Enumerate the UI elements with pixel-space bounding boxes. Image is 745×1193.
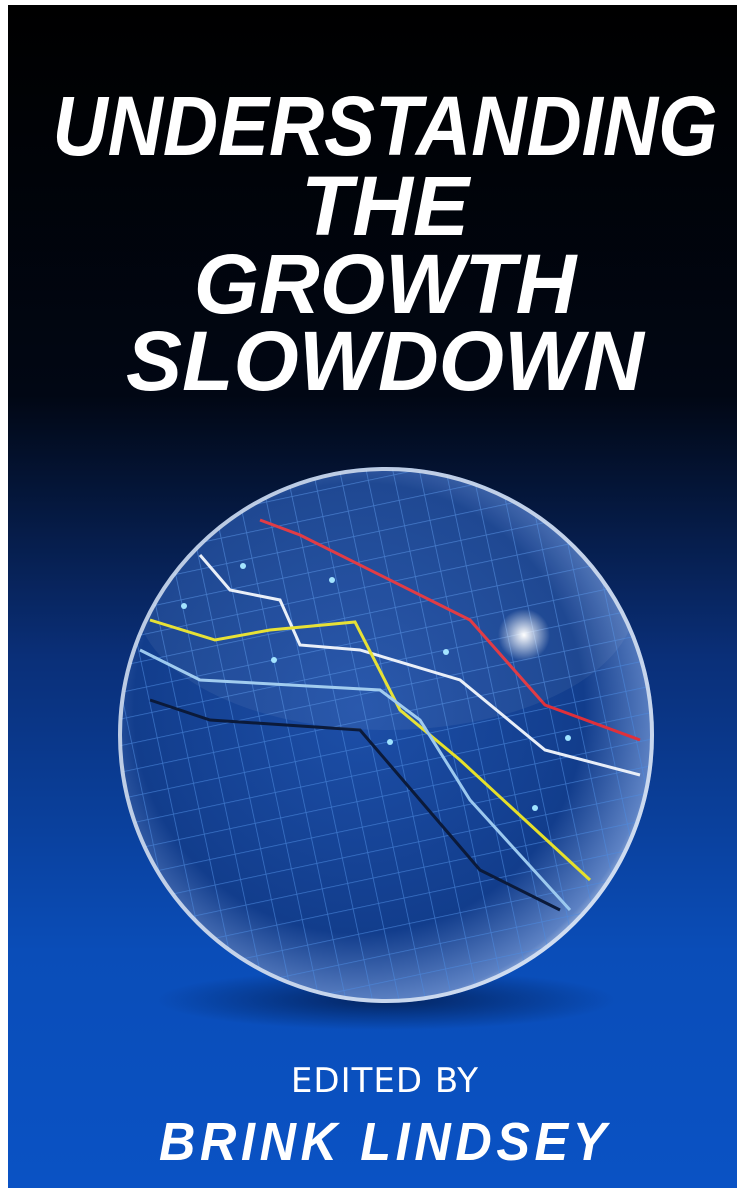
author-name: BRINK LINDSEY — [159, 1112, 611, 1172]
page: UNDERSTANDING THE GROWTH SLOWDOWN EDITED… — [0, 0, 745, 1193]
title-line: SLOWDOWN — [126, 314, 646, 408]
edited-by: EDITED BY — [291, 1061, 479, 1101]
book-cover: UNDERSTANDING THE GROWTH SLOWDOWN EDITED… — [0, 0, 745, 1193]
